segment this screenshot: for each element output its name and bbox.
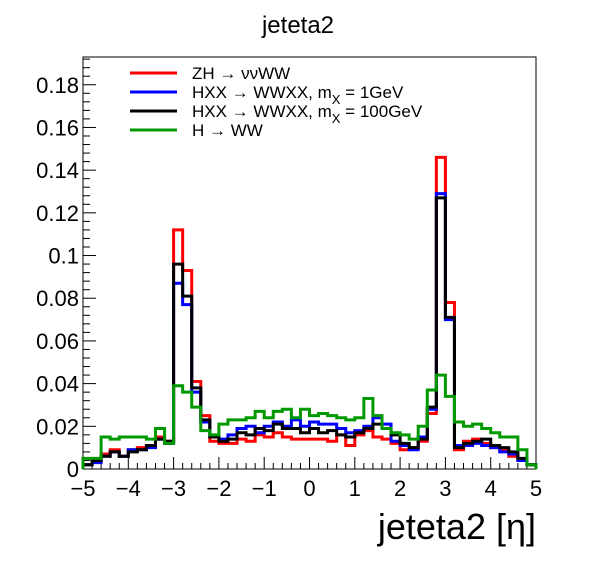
x-axis-title: jeteta2 [η] bbox=[377, 506, 536, 547]
y-tick-label: 0.08 bbox=[36, 286, 79, 311]
y-tick-label: 0.1 bbox=[48, 244, 79, 269]
y-tick-label: 0.02 bbox=[36, 414, 79, 439]
x-tick-label: 5 bbox=[530, 476, 542, 501]
x-tick-label: −2 bbox=[206, 476, 231, 501]
legend-label-subscript: X bbox=[332, 92, 341, 107]
legend-label-main: ZH → ννWW bbox=[192, 64, 290, 83]
legend-label-main: HXX → WWXX, m bbox=[192, 102, 332, 121]
y-axis: 0 0.02 0.04 0.06 0.08 0.1 0.12 0.14 0.16 0.18 bbox=[36, 58, 96, 482]
x-tick-label: −3 bbox=[161, 476, 186, 501]
x-tick-label: 2 bbox=[394, 476, 406, 501]
legend-label: HXX → WWXX, mX = 100GeV bbox=[192, 102, 423, 126]
y-tick-label: 0.16 bbox=[36, 115, 79, 140]
x-tick-label: −5 bbox=[70, 476, 95, 501]
legend-label: HXX → WWXX, mX = 1GeV bbox=[192, 83, 404, 107]
y-tick-label: 0.04 bbox=[36, 372, 79, 397]
chart-title: jeteta2 bbox=[261, 12, 334, 39]
legend-label: H → WW bbox=[192, 121, 263, 140]
legend-label: ZH → ννWW bbox=[192, 64, 290, 83]
x-tick-label: 1 bbox=[349, 476, 361, 501]
legend-label-tail: = 1GeV bbox=[340, 83, 404, 102]
y-tick-label: 0.06 bbox=[36, 329, 79, 354]
series-line-3 bbox=[81, 373, 538, 469]
x-axis: −5 −4 −3 −2 −1 0 1 2 3 4 5 bbox=[70, 457, 542, 501]
y-tick-label: 0.18 bbox=[36, 73, 79, 98]
legend-label-main: H → WW bbox=[192, 121, 263, 140]
x-tick-label: 0 bbox=[303, 476, 315, 501]
x-tick-label: −4 bbox=[116, 476, 141, 501]
series-group bbox=[81, 155, 538, 469]
x-tick-label: 3 bbox=[439, 476, 451, 501]
legend-label-main: HXX → WWXX, m bbox=[192, 83, 332, 102]
legend-label-subscript: X bbox=[332, 111, 341, 126]
series-line-2 bbox=[81, 196, 538, 469]
legend-label-tail: = 100GeV bbox=[340, 102, 422, 121]
x-tick-label: 4 bbox=[485, 476, 497, 501]
y-tick-label: 0.12 bbox=[36, 201, 79, 226]
x-tick-label: −1 bbox=[252, 476, 277, 501]
y-tick-label: 0.14 bbox=[36, 158, 79, 183]
y-tick-label: 0 bbox=[67, 457, 79, 482]
